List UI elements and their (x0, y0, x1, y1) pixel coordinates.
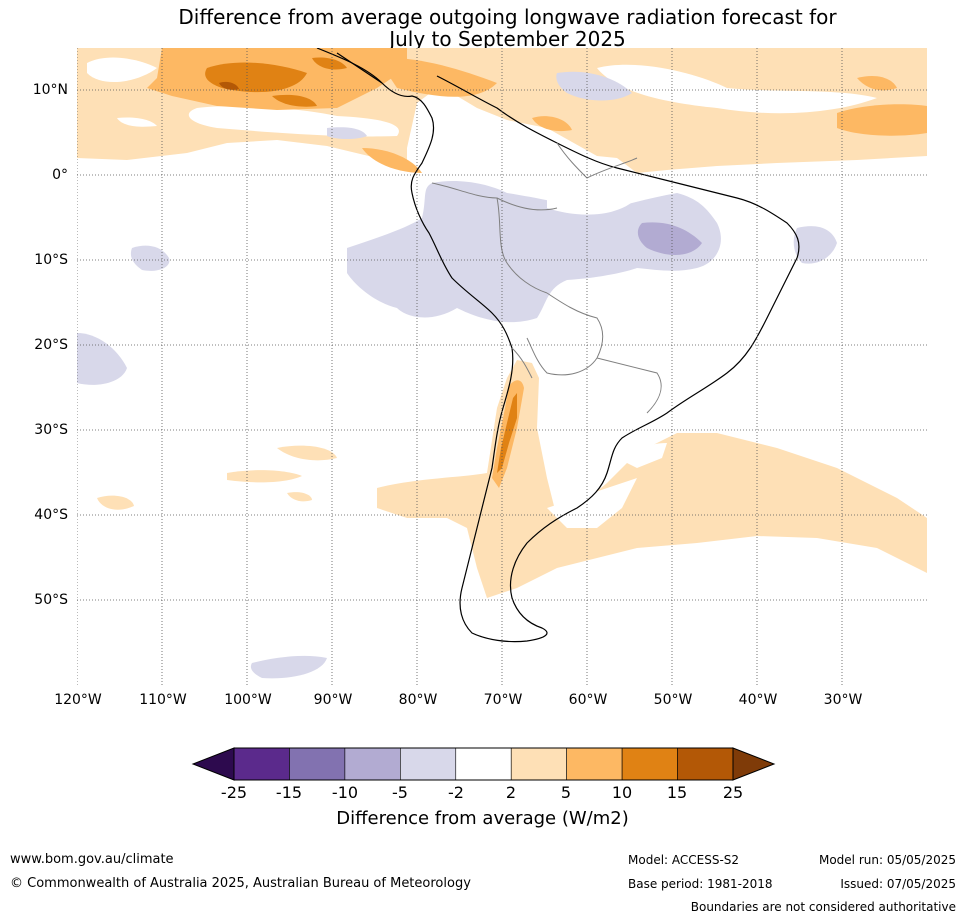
colorbar-extend-high (732, 747, 776, 781)
lat-label-30s: 30°S (34, 422, 68, 438)
colorbar-tick-2: 2 (505, 783, 517, 802)
anomaly-minus-5-to-minus-10-amazon (637, 222, 702, 255)
anomaly-minus-2-to-minus-5-amazon (347, 181, 721, 323)
lon-label-90w: 90°W (313, 692, 353, 708)
lat-label-40s: 40°S (34, 507, 68, 523)
colorbar-tick-minus-15: -15 (275, 783, 303, 802)
lat-label-10s: 10°S (34, 252, 68, 268)
boundaries-disclaimer: Boundaries are not considered authoritat… (690, 900, 956, 914)
colorbar-cell (289, 747, 346, 781)
lon-label-60w: 60°W (568, 692, 608, 708)
lat-label-20s: 20°S (34, 337, 68, 353)
lat-label-50s: 50°S (34, 592, 68, 608)
colorbar-tick-25: 25 (722, 783, 744, 802)
lon-label-30w: 30°W (823, 692, 863, 708)
copyright-text: © Commonwealth of Australia 2025, Austra… (10, 876, 471, 891)
map-title-line-1: Difference from average outgoing longwav… (178, 5, 837, 29)
colorbar-cell (566, 747, 623, 781)
model-text: Model: ACCESS-S2 (628, 853, 740, 867)
colorbar-cell (455, 747, 512, 781)
colorbar-tick-minus-25: -25 (220, 783, 248, 802)
anomaly-15-to-25-east-pacific (219, 81, 239, 90)
coastline (316, 48, 800, 643)
lon-label-80w: 80°W (398, 692, 438, 708)
lon-label-110w: 110°W (139, 692, 187, 708)
colorbar-cell (621, 747, 678, 781)
colorbar (191, 747, 776, 781)
lon-label-40w: 40°W (738, 692, 778, 708)
colorbar-tick-minus-2: -2 (448, 783, 464, 802)
colorbar-cell (510, 747, 567, 781)
colorbar-cell (344, 747, 401, 781)
colorbar-tick-15: 15 (666, 783, 688, 802)
colorbar-tick-minus-5: -5 (392, 783, 408, 802)
graticule (77, 48, 927, 686)
colorbar-label: Difference from average (W/m2) (336, 808, 629, 829)
lon-label-100w: 100°W (224, 692, 272, 708)
base-period-text: Base period: 1981-2018 (628, 877, 773, 891)
colorbar-cell (677, 747, 734, 781)
lon-label-70w: 70°W (483, 692, 523, 708)
map-title-line-2: July to September 2025 (389, 27, 626, 51)
lon-label-50w: 50°W (653, 692, 693, 708)
lon-label-120w: 120°W (54, 692, 102, 708)
colorbar-tick-5: 5 (560, 783, 572, 802)
olr-anomaly-map (77, 48, 927, 686)
colorbar-tick-10: 10 (611, 783, 633, 802)
model-run-text: Model run: 05/05/2025 (818, 853, 956, 867)
positive-anomaly-regions (77, 48, 927, 598)
lat-label-10n: 10°N (32, 82, 68, 98)
negative-anomaly-regions (77, 71, 837, 679)
colorbar-tick-minus-10: -10 (331, 783, 359, 802)
website-link[interactable]: www.bom.gov.au/climate (10, 852, 174, 867)
issued-text: Issued: 07/05/2025 (840, 877, 956, 891)
lat-label-0: 0° (52, 167, 68, 183)
colorbar-extend-low (191, 747, 235, 781)
colorbar-cell (233, 747, 290, 781)
colorbar-cell (400, 747, 457, 781)
